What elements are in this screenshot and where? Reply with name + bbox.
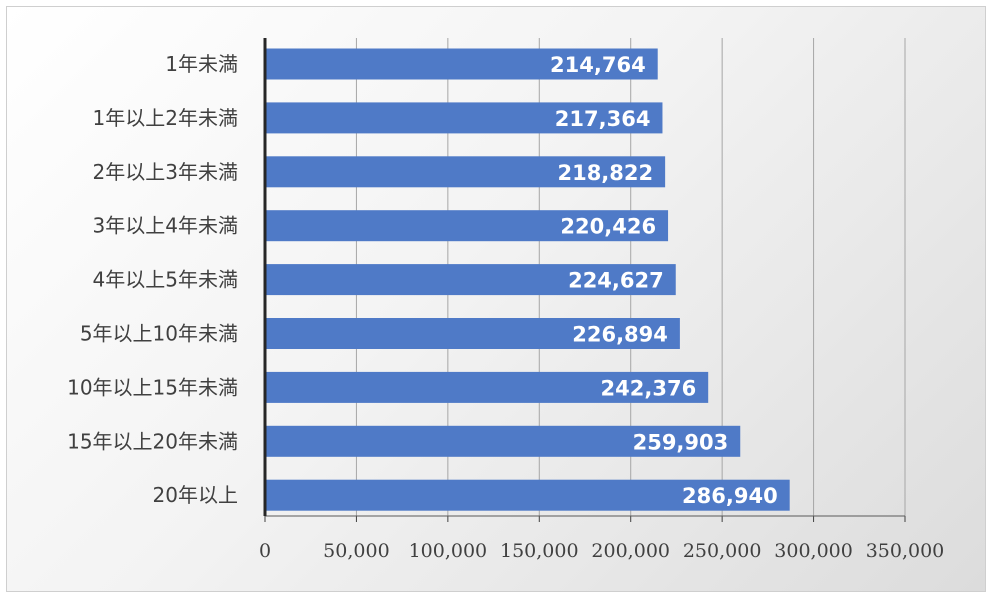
data-label: 226,894 xyxy=(572,323,668,347)
x-tick-label: 250,000 xyxy=(683,540,762,562)
bar xyxy=(265,264,676,296)
bar xyxy=(265,425,741,457)
data-label: 224,627 xyxy=(568,269,664,293)
category-label: 2年以上3年未満 xyxy=(93,160,238,184)
category-label: 3年以上4年未満 xyxy=(93,214,238,238)
category-label: 15年以上20年未満 xyxy=(67,429,238,453)
x-tick-label: 200,000 xyxy=(591,540,670,562)
labels: 0 50,000 100,000 150,000 200,000 250,000 300,0… xyxy=(67,52,944,562)
data-label: 220,426 xyxy=(560,215,656,239)
data-label: 286,940 xyxy=(682,484,778,508)
bar xyxy=(265,479,790,511)
category-label: 5年以上10年未満 xyxy=(80,322,238,346)
bar xyxy=(265,156,666,188)
category-label: 1年以上2年未満 xyxy=(93,106,238,130)
category-label: 4年以上5年未満 xyxy=(93,268,238,292)
bar xyxy=(265,318,680,349)
data-label: 218,822 xyxy=(557,161,653,185)
x-tick-label: 350,000 xyxy=(866,540,945,562)
data-label: 217,364 xyxy=(555,107,651,131)
x-tick-label: 150,000 xyxy=(500,540,579,562)
category-label: 1年未満 xyxy=(165,52,238,76)
data-label: 259,903 xyxy=(633,430,729,454)
x-tick-label: 50,000 xyxy=(323,540,389,562)
x-tick-label: 100,000 xyxy=(409,540,488,562)
category-label: 20年以上 xyxy=(153,483,238,507)
data-label: 214,764 xyxy=(550,53,646,77)
category-label: 10年以上15年未満 xyxy=(67,375,238,399)
bars xyxy=(265,48,790,511)
data-label: 242,376 xyxy=(601,376,697,400)
x-tick-label: 300,000 xyxy=(774,540,853,562)
bar xyxy=(265,48,658,80)
bar xyxy=(265,210,669,242)
bar xyxy=(265,102,663,134)
axes xyxy=(263,38,906,522)
x-tick-label: 0 xyxy=(259,540,271,562)
bar xyxy=(265,371,709,403)
